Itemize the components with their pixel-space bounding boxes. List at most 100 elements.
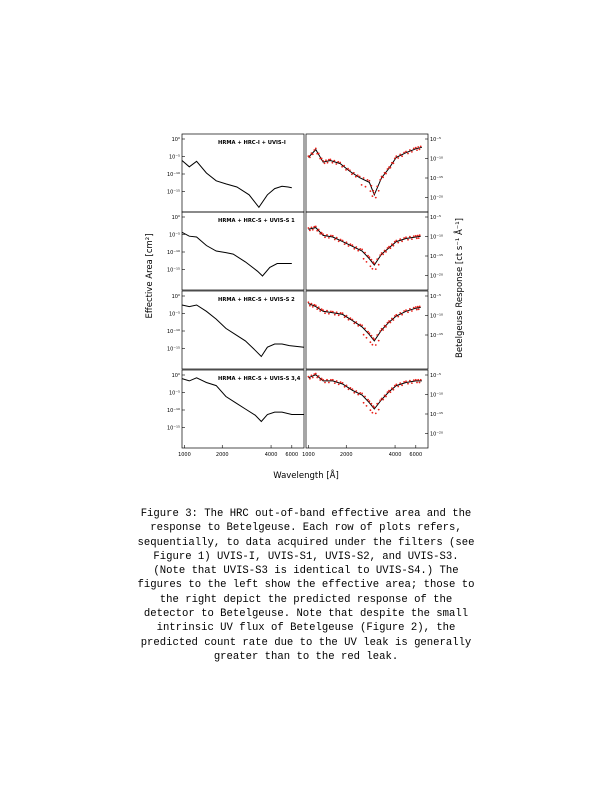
y-axis-label-left: Effective Area [cm²]	[145, 233, 155, 318]
observed-response-point	[341, 165, 343, 168]
observed-response-point	[331, 310, 334, 313]
observed-response-point	[320, 157, 323, 160]
observed-response-point	[313, 225, 316, 228]
observed-response-point	[347, 167, 349, 170]
observed-response-point	[388, 245, 390, 248]
observed-response-point	[361, 392, 363, 395]
observed-response-point	[407, 382, 409, 385]
observed-response-point	[364, 185, 367, 188]
observed-response-point	[341, 382, 344, 384]
observed-response-point	[343, 164, 345, 167]
right-x-tick-label: 1000	[302, 452, 315, 458]
left-y-tick-label: 10⁻⁵	[169, 391, 180, 397]
observed-response-point	[383, 171, 386, 174]
observed-response-point	[418, 234, 421, 237]
observed-response-point	[395, 155, 398, 158]
observed-response-point	[403, 381, 405, 383]
right-y-tick-label: 10⁻²⁰	[430, 274, 443, 280]
observed-response-point	[347, 318, 350, 321]
panel-title: HRMA + HRC-S + UVIS-S 2	[218, 297, 295, 303]
observed-response-point	[311, 306, 314, 308]
observed-response-point	[376, 402, 379, 405]
observed-response-point	[352, 171, 355, 174]
right-y-tick-label: 10⁻¹⁰	[430, 393, 443, 399]
observed-response-point	[364, 327, 366, 330]
observed-response-point	[359, 323, 362, 326]
observed-response-point	[314, 372, 317, 375]
observed-response-point	[354, 175, 357, 178]
observed-response-point	[307, 227, 310, 229]
observed-response-point	[367, 330, 369, 333]
model-response-curve	[308, 227, 421, 266]
observed-response-point	[371, 267, 374, 270]
observed-response-point	[412, 147, 415, 150]
panel-title: HRMA + HRC-S + UVIS-S 1	[218, 218, 295, 224]
left-x-tick-label: 4000	[265, 452, 278, 458]
observed-response-point	[322, 309, 324, 311]
observed-response-point	[407, 238, 409, 241]
observed-response-point	[411, 310, 413, 312]
observed-response-point	[311, 153, 314, 156]
observed-response-point	[343, 243, 346, 245]
observed-response-point	[361, 324, 363, 327]
observed-response-point	[319, 232, 322, 235]
observed-response-point	[366, 179, 369, 181]
right-y-tick-label: 10⁻¹⁰	[430, 157, 443, 163]
observed-response-point	[392, 388, 395, 391]
observed-response-point	[373, 406, 376, 409]
observed-response-point	[313, 149, 316, 151]
panel-title: HRMA + HRC-S + UVIS-S 3,4	[218, 376, 301, 382]
observed-response-point	[322, 233, 324, 236]
observed-response-point	[365, 261, 368, 263]
observed-response-point	[310, 302, 313, 305]
observed-response-point	[416, 381, 418, 384]
observed-response-point	[353, 247, 356, 250]
observed-response-point	[416, 149, 418, 151]
observed-response-point	[367, 254, 369, 257]
observed-response-point	[415, 308, 418, 311]
observed-response-point	[409, 379, 411, 382]
observed-response-point	[328, 158, 330, 161]
observed-response-point	[414, 306, 417, 308]
observed-response-point	[415, 237, 418, 240]
observed-response-point	[328, 237, 330, 239]
observed-response-point	[369, 409, 372, 412]
effective-area-curve	[181, 377, 304, 423]
left-panel-frame	[181, 211, 305, 291]
observed-response-point	[385, 251, 387, 253]
observed-response-point	[386, 321, 389, 324]
observed-response-point	[324, 312, 326, 315]
observed-response-point	[317, 152, 320, 155]
observed-response-point	[409, 149, 411, 151]
observed-response-point	[365, 336, 368, 339]
observed-response-point	[385, 326, 387, 328]
left-x-tick-label: 2000	[216, 452, 229, 458]
model-response-curve	[308, 303, 421, 342]
observed-response-point	[320, 308, 323, 311]
x-axis-label: Wavelength [Å]	[273, 469, 339, 481]
observed-response-point	[403, 151, 405, 154]
observed-response-point	[326, 161, 329, 164]
observed-response-point	[370, 334, 373, 337]
observed-response-point	[414, 234, 417, 237]
figure-caption: Figure 3: The HRC out-of-band effective …	[137, 508, 475, 663]
observed-response-point	[357, 325, 360, 327]
observed-response-point	[386, 247, 389, 249]
observed-response-point	[391, 161, 393, 164]
left-panel-frame	[181, 290, 305, 370]
observed-response-point	[376, 185, 379, 188]
observed-response-point	[392, 162, 395, 165]
right-panel-frame	[305, 290, 429, 370]
observed-response-point	[311, 376, 314, 379]
observed-response-point	[329, 158, 332, 161]
observed-response-point	[395, 313, 398, 316]
observed-response-point	[379, 399, 382, 402]
observed-response-point	[337, 160, 340, 163]
observed-response-point	[314, 225, 317, 228]
observed-response-point	[377, 408, 380, 411]
observed-response-point	[411, 151, 413, 153]
observed-response-point	[412, 379, 415, 381]
right-y-tick-label: 10⁻¹⁵	[430, 254, 443, 260]
observed-response-point	[326, 378, 328, 381]
right-y-tick-label: 10⁻¹⁵	[430, 412, 443, 418]
